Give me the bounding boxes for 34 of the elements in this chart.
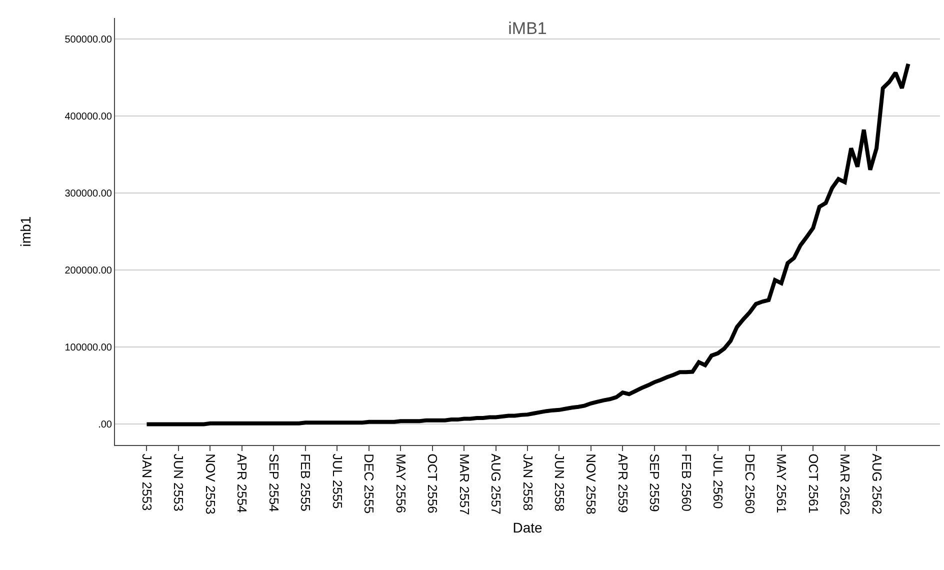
x-tick-label: APR 2559 xyxy=(615,454,630,513)
x-tick-label: FEB 2560 xyxy=(678,454,694,512)
x-tick-label: SEP 2559 xyxy=(647,454,662,512)
y-tick-label: 300000.00 xyxy=(64,188,112,200)
x-tick-label: JAN 2553 xyxy=(140,454,155,511)
x-tick-label: OCT 2556 xyxy=(425,454,440,514)
x-tick-label: APR 2554 xyxy=(234,454,250,513)
x-tick-label: FEB 2555 xyxy=(298,454,314,512)
x-tick-label: MAY 2561 xyxy=(774,454,790,514)
x-tick-label: AUG 2557 xyxy=(488,454,504,514)
x-tick-label: DEC 2555 xyxy=(362,454,377,514)
x-tick-label: MAY 2556 xyxy=(393,454,408,514)
x-tick-label: MAR 2562 xyxy=(838,454,853,516)
y-tick-label: 500000.00 xyxy=(64,34,112,46)
x-tick-label: NOV 2553 xyxy=(202,454,218,514)
x-tick-label: JUN 2553 xyxy=(171,454,186,512)
y-tick-label: .00 xyxy=(98,420,112,431)
x-tick-label: DEC 2560 xyxy=(742,454,758,514)
y-axis-title: imb1 xyxy=(17,216,34,247)
x-tick-label: OCT 2561 xyxy=(806,454,821,514)
x-tick-label: JAN 2558 xyxy=(520,454,536,511)
y-tick-label: 400000.00 xyxy=(64,111,112,122)
y-tick-label: 200000.00 xyxy=(64,266,112,277)
line-series xyxy=(144,62,910,426)
x-tick-label: SEP 2554 xyxy=(266,454,282,512)
x-tick-label: MAR 2557 xyxy=(456,454,472,516)
x-axis-title: Date xyxy=(512,519,542,536)
y-tick-label: 100000.00 xyxy=(64,342,112,354)
x-tick-label: JUL 2560 xyxy=(710,454,726,509)
x-tick-label: JUL 2555 xyxy=(330,454,345,509)
x-tick-label: NOV 2558 xyxy=(584,454,599,514)
x-tick-label: JUN 2558 xyxy=(552,454,568,512)
x-tick-label: AUG 2562 xyxy=(869,454,884,514)
chart-title: iMB1 xyxy=(508,19,547,38)
